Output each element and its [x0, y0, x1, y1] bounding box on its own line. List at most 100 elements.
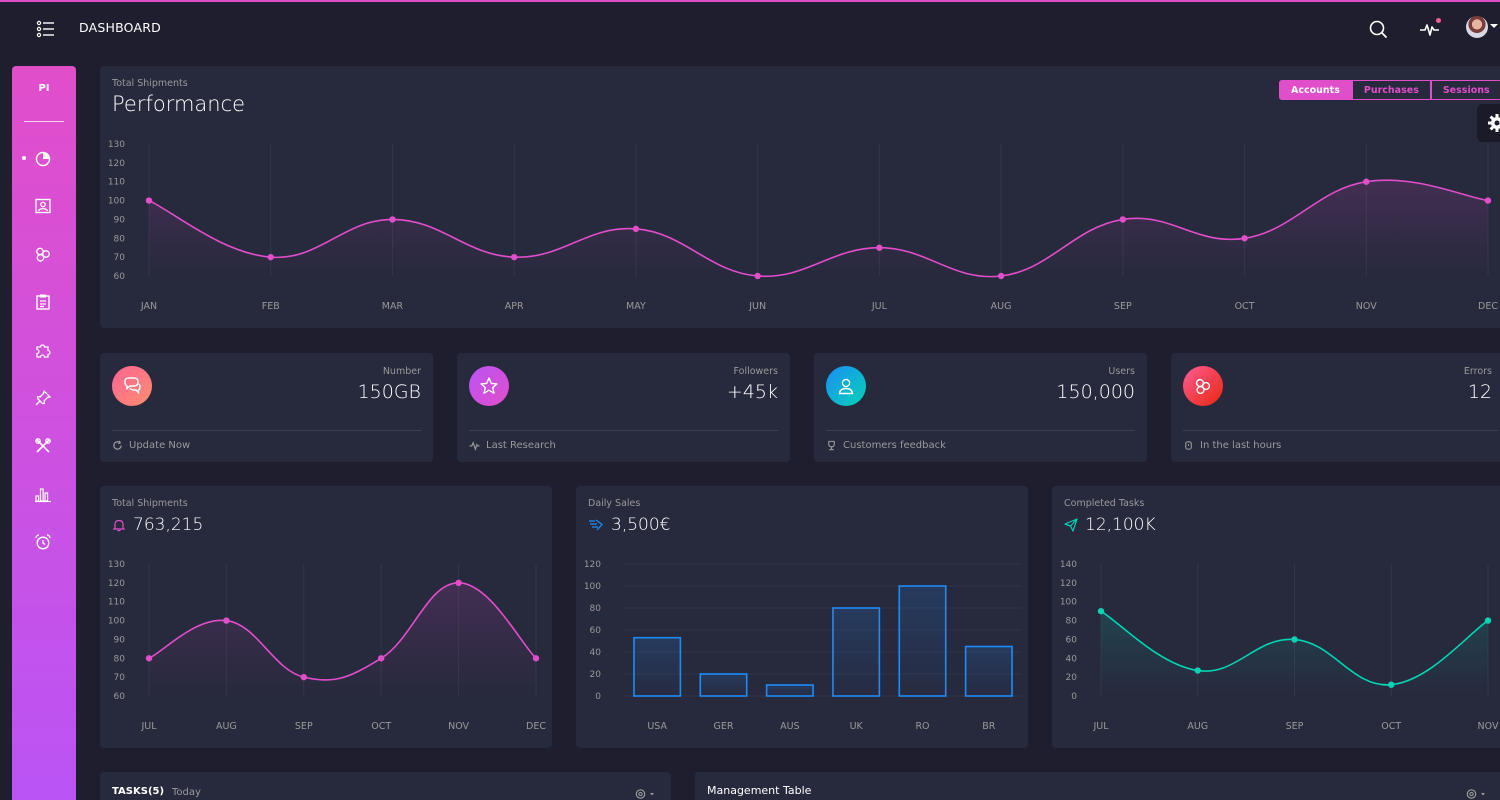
y-tick-label: 120 [1060, 579, 1077, 589]
bar[interactable] [699, 673, 748, 697]
sidebar-item-maps[interactable] [32, 387, 54, 409]
data-point[interactable] [455, 579, 462, 587]
x-tick-label: GER [714, 721, 734, 732]
management-settings-dropdown[interactable] [1465, 786, 1487, 800]
management-table-title: Management Table [707, 784, 812, 797]
data-point[interactable] [389, 216, 396, 223]
data-point[interactable] [754, 272, 761, 280]
y-tick-label: 110 [108, 598, 125, 608]
sidebar-item-charts[interactable] [32, 483, 54, 505]
bar[interactable] [765, 684, 814, 697]
data-point[interactable] [145, 655, 153, 662]
stat-divider [469, 430, 778, 431]
x-tick-label: FEB [262, 301, 280, 312]
y-tick-label: 60 [1066, 635, 1078, 645]
data-point[interactable] [997, 272, 1005, 280]
completed-tasks-chart: 0 20 40 60 80 100 120 140 JUL AUG SEP OCT NOV [1060, 560, 1499, 732]
caret-down-icon[interactable] [1490, 24, 1498, 28]
bar[interactable] [832, 607, 881, 697]
atom-icon [36, 247, 50, 262]
stat-divider [112, 430, 421, 431]
y-tick-label: 100 [108, 197, 125, 207]
y-tick-label: 70 [114, 673, 126, 683]
bar[interactable] [964, 645, 1013, 697]
x-tick-label: AUS [780, 721, 799, 732]
tasks-settings-dropdown[interactable] [634, 786, 656, 800]
stat-card-number: Number 150GB Update Now [100, 353, 433, 462]
data-point[interactable] [1291, 636, 1298, 643]
watch-icon [1185, 441, 1192, 450]
user-avatar[interactable] [1466, 16, 1488, 38]
sidebar-item-gallery[interactable] [32, 195, 54, 217]
y-tick-label: 110 [108, 178, 125, 188]
image-icon [35, 198, 51, 214]
search-icon[interactable] [1367, 18, 1389, 40]
sidebar-item-dashboard[interactable] [32, 147, 54, 169]
tasks-title[interactable]: TASKS(5) [112, 786, 165, 797]
data-point[interactable] [1484, 617, 1492, 624]
data-point[interactable] [145, 197, 153, 204]
tasks-today-tab[interactable]: Today [172, 787, 201, 798]
series-line [148, 179, 1489, 278]
settings-float-button[interactable] [1477, 104, 1500, 142]
data-point[interactable] [1388, 681, 1395, 688]
bar[interactable] [633, 636, 682, 697]
performance-card: Total Shipments Performance Accounts Pur… [100, 66, 1500, 328]
shipments-subtitle: Total Shipments [112, 498, 188, 509]
data-point[interactable] [876, 244, 883, 251]
sidebar: PI [12, 66, 76, 800]
top-accent-line [0, 0, 1500, 2]
sidebar-item-alarm[interactable] [32, 531, 54, 553]
y-tick-label: 40 [590, 648, 602, 658]
sidebar-item-settings[interactable] [32, 435, 54, 457]
performance-title: Performance [112, 92, 246, 116]
stat-value: +45k [726, 381, 778, 403]
pulse-icon[interactable] [1419, 18, 1441, 40]
tab-accounts[interactable]: Accounts [1279, 80, 1352, 100]
stat-card-users: Users 150,000 Customers feedback [814, 353, 1147, 462]
x-tick-label: BR [982, 721, 996, 732]
y-tick-label: 20 [590, 670, 602, 680]
pulse-icon [469, 441, 480, 451]
data-point[interactable] [378, 655, 385, 662]
navbar-brand[interactable]: DASHBOARD [79, 20, 161, 35]
sidebar-item-components[interactable] [32, 339, 54, 361]
x-tick-label: AUG [1187, 721, 1208, 732]
clipboard-icon [36, 294, 50, 310]
stat-icon-circle [469, 366, 509, 406]
data-point[interactable] [510, 253, 518, 261]
daily-sales-card: Daily Sales 3,500€ 0 20 40 60 80 100 120 USA GER… [576, 486, 1028, 748]
active-indicator-dot [22, 156, 26, 160]
molecule-icon [1195, 378, 1211, 395]
sidebar-logo[interactable]: PI [38, 83, 50, 94]
x-tick-label: DEC [1478, 301, 1498, 312]
data-point[interactable] [1119, 216, 1127, 223]
data-point[interactable] [1194, 667, 1201, 674]
data-point[interactable] [1241, 235, 1248, 242]
data-point[interactable] [1484, 197, 1492, 204]
stat-footer[interactable]: Customers feedback [826, 440, 946, 451]
sidebar-item-tables[interactable] [32, 291, 54, 313]
data-point[interactable] [1097, 607, 1105, 615]
stat-footer[interactable]: In the last hours [1183, 440, 1281, 451]
tab-sessions[interactable]: Sessions [1430, 80, 1500, 100]
data-point[interactable] [267, 253, 274, 261]
user-icon [838, 378, 854, 395]
data-point[interactable] [223, 617, 230, 624]
data-point[interactable] [1363, 178, 1370, 185]
data-point[interactable] [532, 655, 540, 662]
performance-subtitle: Total Shipments [112, 78, 188, 89]
stat-footer[interactable]: Last Research [469, 440, 556, 451]
data-point[interactable] [300, 673, 307, 681]
stat-label: Errors [1463, 366, 1492, 377]
y-tick-label: 60 [590, 626, 602, 636]
stat-footer[interactable]: Update Now [112, 440, 190, 451]
sidebar-item-icons[interactable] [32, 243, 54, 265]
data-point[interactable] [632, 225, 640, 233]
tab-purchases[interactable]: Purchases [1351, 80, 1431, 100]
gear-icon [1466, 789, 1485, 799]
stat-icon-circle [112, 366, 152, 406]
bar[interactable] [898, 585, 947, 697]
menu-list-icon[interactable] [36, 19, 56, 39]
x-tick-label: SEP [1114, 301, 1132, 312]
